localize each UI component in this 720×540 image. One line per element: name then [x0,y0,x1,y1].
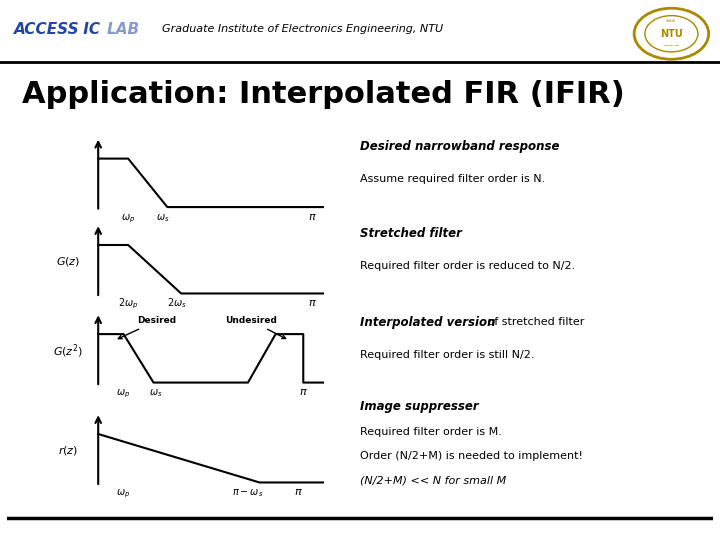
Text: Required filter order is still N/2.: Required filter order is still N/2. [360,350,534,360]
Text: $r(z)$: $r(z)$ [58,444,78,457]
Text: $\pi-\omega_s$: $\pi-\omega_s$ [233,487,264,499]
Text: $\omega_p$: $\omega_p$ [121,212,135,225]
Text: Undesired: Undesired [225,316,286,339]
Text: $\omega_s$: $\omega_s$ [156,212,169,224]
Text: ~~~: ~~~ [662,43,680,49]
Text: (N/2+M) << N for small M: (N/2+M) << N for small M [360,476,506,485]
Text: $\pi$: $\pi$ [308,298,317,308]
Text: ***: *** [666,18,677,24]
Text: Required filter order is M.: Required filter order is M. [360,427,502,437]
Text: $\pi$: $\pi$ [308,212,317,222]
Text: Application: Interpolated FIR (IFIR): Application: Interpolated FIR (IFIR) [22,80,624,109]
Text: Desired: Desired [118,316,176,339]
Text: Graduate Institute of Electronics Engineering, NTU: Graduate Institute of Electronics Engine… [162,24,443,34]
Text: ACCESS: ACCESS [14,22,80,37]
Text: Desired narrowband response: Desired narrowband response [360,140,559,153]
Text: $\pi$: $\pi$ [299,387,307,397]
Text: Assume required filter order is N.: Assume required filter order is N. [360,174,545,184]
Text: of stretched filter: of stretched filter [484,318,584,327]
Text: LAB: LAB [107,22,140,37]
Text: $2\omega_s$: $2\omega_s$ [166,296,186,310]
Text: $\omega_p$: $\omega_p$ [117,488,130,500]
Text: IC: IC [78,22,105,37]
Text: Required filter order is reduced to N/2.: Required filter order is reduced to N/2. [360,261,575,271]
Text: $2\omega_p$: $2\omega_p$ [118,296,138,311]
Text: Interpolated version: Interpolated version [360,316,495,329]
Text: $\pi$: $\pi$ [294,487,303,497]
Text: Stretched filter: Stretched filter [360,227,462,240]
Text: $G(z)$: $G(z)$ [56,255,81,268]
Text: Image suppresser: Image suppresser [360,400,479,413]
Text: $\omega_s$: $\omega_s$ [149,387,163,399]
Text: $G(z^2)$: $G(z^2)$ [53,342,84,360]
Text: Order (N/2+M) is needed to implement!: Order (N/2+M) is needed to implement! [360,451,583,461]
Text: $\omega_p$: $\omega_p$ [117,388,130,400]
Text: NTU: NTU [660,29,683,39]
